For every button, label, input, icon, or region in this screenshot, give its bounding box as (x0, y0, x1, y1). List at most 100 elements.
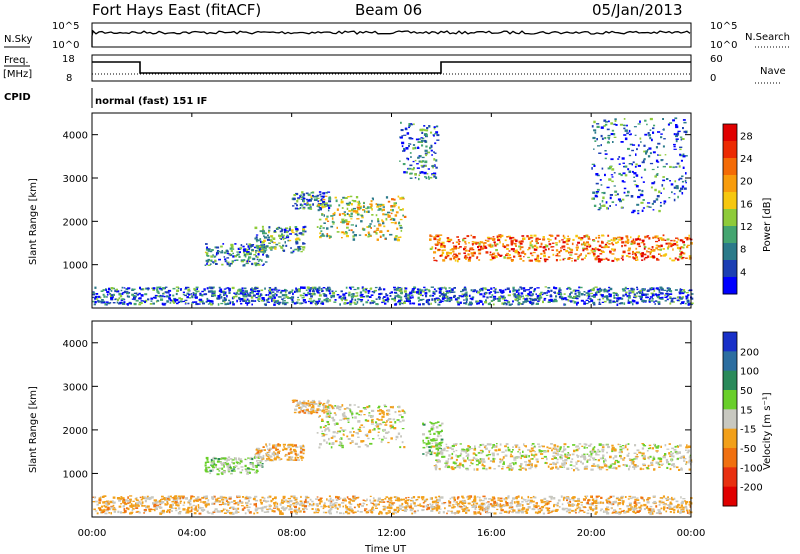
echo-cell (360, 207, 362, 210)
echo-cell (328, 406, 331, 408)
echo-cell (612, 457, 615, 460)
freq-left-tick-top: 18 (62, 54, 75, 65)
echo-cell (446, 447, 450, 449)
echo-cell (238, 251, 241, 254)
echo-cell (566, 467, 570, 470)
echo-cell (632, 250, 634, 254)
echo-cell (226, 302, 230, 305)
echo-cell (248, 252, 252, 254)
echo-cell (652, 256, 656, 259)
echo-cell (447, 458, 450, 461)
echo-cell (424, 152, 428, 155)
echo-cell (627, 168, 630, 171)
echo-cell (479, 241, 482, 243)
echo-cell (301, 302, 304, 304)
echo-cell (243, 259, 246, 261)
echo-cell (627, 252, 631, 255)
echo-cell (670, 453, 673, 456)
echo-cell (558, 290, 561, 293)
echo-cell (232, 470, 236, 472)
echo-cell (654, 300, 658, 302)
echo-cell (453, 450, 455, 453)
echo-cell (267, 297, 270, 300)
echo-cell (529, 237, 533, 239)
echo-cell (447, 297, 451, 300)
echo-cell (489, 237, 493, 240)
echo-cell (414, 159, 417, 162)
echo-cell (660, 136, 663, 139)
echo-cell (602, 444, 605, 447)
echo-cell (578, 254, 581, 257)
echo-cell (643, 253, 647, 256)
echo-cell (492, 460, 495, 463)
echo-cell (642, 288, 646, 292)
echo-cell (564, 297, 567, 300)
echo-cell (319, 236, 322, 239)
echo-cell (467, 303, 470, 306)
echo-cell (679, 288, 682, 290)
echo-cell (551, 242, 555, 244)
echo-cell (307, 291, 309, 294)
echo-cell (363, 210, 366, 213)
echo-cell (538, 445, 541, 448)
echo-cell (664, 300, 667, 302)
echo-cell (649, 298, 652, 300)
echo-cell (400, 291, 403, 294)
echo-cell (321, 430, 324, 433)
echo-cell (319, 203, 322, 205)
echo-cell (344, 302, 347, 304)
echo-cell (260, 293, 263, 297)
echo-cell (276, 455, 279, 458)
echo-cell (346, 302, 349, 304)
echo-cell (104, 302, 107, 306)
echo-cell (620, 302, 624, 304)
echo-cell (551, 449, 553, 452)
echo-cell (372, 438, 375, 440)
echo-cell (218, 258, 221, 261)
echo-cell (585, 234, 589, 236)
echo-cell (265, 245, 269, 248)
echo-cell (339, 303, 341, 306)
echo-cell (94, 295, 98, 299)
echo-cell (437, 449, 439, 452)
echo-cell (349, 431, 352, 434)
echo-cell (303, 203, 307, 205)
echo-cell (402, 163, 406, 166)
echo-cell (263, 232, 267, 235)
echo-cell (327, 415, 331, 418)
echo-cell (643, 445, 647, 447)
echo-cell (387, 200, 391, 203)
echo-cell (307, 206, 311, 210)
echo-cell (274, 447, 278, 450)
echo-cell (545, 258, 549, 261)
echo-cell (352, 238, 356, 241)
echo-cell (289, 458, 292, 460)
echo-cell (615, 238, 618, 241)
echo-cell (606, 206, 608, 210)
echo-cell (515, 445, 518, 448)
echo-cell (684, 179, 687, 182)
echo-cell (567, 247, 571, 249)
echo-cell (599, 287, 601, 290)
echo-cell (553, 444, 557, 447)
echo-cell (343, 417, 347, 420)
echo-cell (628, 295, 631, 297)
echo-cell (241, 287, 244, 290)
echo-cell (607, 136, 611, 139)
echo-cell (475, 454, 478, 457)
echo-cell (351, 427, 354, 430)
echo-cell (353, 506, 356, 509)
echo-cell (431, 165, 434, 168)
echo-cell (294, 290, 296, 293)
echo-cell (221, 467, 224, 470)
echo-cell (320, 198, 323, 201)
echo-cell (289, 290, 293, 293)
echo-cell (346, 203, 350, 206)
echo-cell (284, 289, 287, 292)
echo-cell (682, 301, 685, 303)
echo-cell (552, 253, 555, 256)
echo-cell (660, 289, 664, 291)
echo-cell (308, 203, 312, 207)
echo-cell (533, 456, 536, 458)
echo-cell (683, 244, 686, 246)
